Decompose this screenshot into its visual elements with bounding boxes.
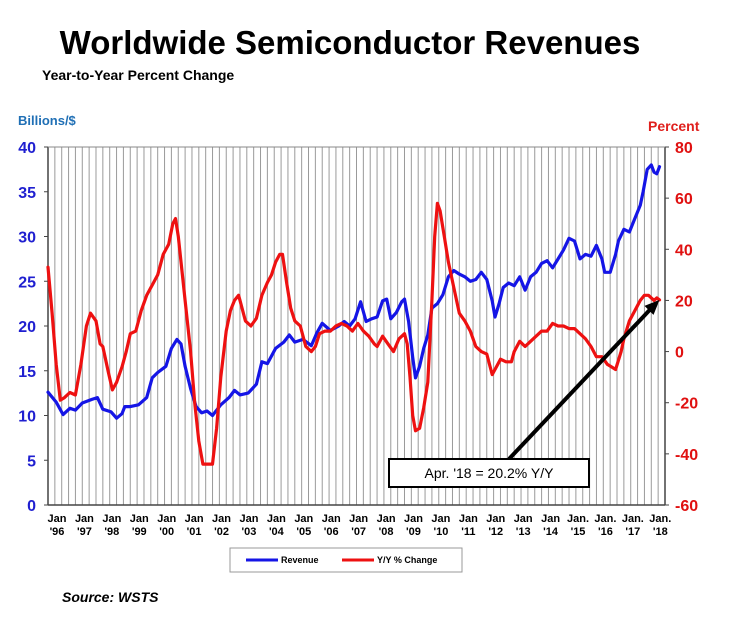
right-tick-label: 80 <box>675 140 693 157</box>
series-lines <box>46 163 662 466</box>
x-tick-label: Jan. <box>622 513 644 525</box>
x-tick-label: '03 <box>242 526 257 538</box>
left-tick-label: 30 <box>18 230 36 247</box>
x-tick-label: '06 <box>324 526 339 538</box>
x-tick-label: '97 <box>77 526 92 538</box>
x-tick-label: '11 <box>461 526 475 538</box>
x-tick-label: '96 <box>50 526 65 538</box>
x-tick-label: Jan <box>377 513 396 525</box>
annotation-arrowhead <box>644 299 660 315</box>
left-axis-ticks: 0 5 10 15 20 25 30 35 40 <box>18 140 48 515</box>
right-axis-label: Percent <box>648 118 700 134</box>
annotation-box <box>388 458 590 488</box>
left-tick-label: 15 <box>18 364 36 381</box>
x-tick-label: Jan <box>322 513 341 525</box>
x-tick-label: '10 <box>433 526 448 538</box>
right-axis-ticks: -60 -40 -20 0 20 40 60 80 <box>665 140 698 515</box>
x-tick-label: Jan <box>239 513 258 525</box>
x-tick-label: Jan <box>48 513 67 525</box>
x-tick-label: Jan <box>267 513 286 525</box>
x-tick-label: Jan <box>514 513 533 525</box>
x-tick-label: Jan <box>157 513 176 525</box>
source-note: Source: WSTS <box>62 589 159 605</box>
x-tick-label: Jan <box>75 513 94 525</box>
x-tick-label: Jan. <box>567 513 589 525</box>
legend: Revenue Y/Y % Change <box>229 547 463 573</box>
left-tick-label: 20 <box>18 319 36 336</box>
annotation: Apr. '18 = 20.2% Y/Y <box>388 299 660 488</box>
right-tick-label: 20 <box>675 293 693 310</box>
right-tick-label: -60 <box>675 498 698 515</box>
x-tick-label: Jan <box>349 513 368 525</box>
annotation-arrow-line <box>507 304 655 461</box>
x-tick-label: Jan. <box>649 513 671 525</box>
right-tick-label: 0 <box>675 345 684 362</box>
right-tick-label: 40 <box>675 242 693 259</box>
x-tick-label: Jan. <box>594 513 616 525</box>
left-axis-label: Billions/$ <box>18 113 76 128</box>
x-tick-label: Jan <box>459 513 478 525</box>
left-tick-label: 0 <box>27 498 36 515</box>
chart-title: Worldwide Semiconductor Revenues <box>59 24 641 61</box>
x-tick-label: '12 <box>488 526 503 538</box>
x-tick-label: Jan <box>185 513 204 525</box>
axes <box>47 146 666 506</box>
left-tick-label: 35 <box>18 185 36 202</box>
right-tick-label: -40 <box>675 447 698 464</box>
x-tick-label: Jan <box>212 513 231 525</box>
x-tick-label: '00 <box>159 526 174 538</box>
x-tick-label: '99 <box>132 526 147 538</box>
left-tick-label: 25 <box>18 274 36 291</box>
x-tick-label: '07 <box>351 526 366 538</box>
x-tick-label: '16 <box>598 526 613 538</box>
x-tick-label: '01 <box>187 526 202 538</box>
yoy-change-line <box>46 201 662 466</box>
x-tick-label: '05 <box>296 526 311 538</box>
chart-subtitle: Year-to-Year Percent Change <box>42 67 235 83</box>
x-tick-label: '17 <box>625 526 640 538</box>
left-tick-label: 10 <box>18 409 36 426</box>
x-tick-label: Jan <box>294 513 313 525</box>
x-tick-label: '14 <box>543 526 559 538</box>
x-tick-label: Jan <box>130 513 149 525</box>
x-tick-label: Jan <box>404 513 423 525</box>
legend-label-revenue: Revenue <box>281 555 319 565</box>
annotation-text: Apr. '18 = 20.2% Y/Y <box>425 465 555 481</box>
x-tick-label: '04 <box>269 526 285 538</box>
x-tick-label: Jan <box>486 513 505 525</box>
x-tick-label: '18 <box>653 526 668 538</box>
right-tick-label: -20 <box>675 396 698 413</box>
x-tick-label: Jan <box>102 513 121 525</box>
x-tick-label: '09 <box>406 526 421 538</box>
legend-label-yoy: Y/Y % Change <box>377 555 437 565</box>
revenue-line <box>46 163 662 420</box>
right-tick-label: 60 <box>675 191 693 208</box>
left-tick-label: 5 <box>27 453 36 470</box>
x-tick-label: '08 <box>379 526 394 538</box>
x-tick-label: '13 <box>516 526 531 538</box>
x-tick-label: Jan <box>431 513 450 525</box>
left-tick-label: 40 <box>18 140 36 157</box>
x-tick-label: '15 <box>571 526 586 538</box>
x-axis-ticks: Jan'96Jan'97Jan'98Jan'99Jan'00Jan'01Jan'… <box>48 513 672 538</box>
x-tick-label: '98 <box>104 526 119 538</box>
x-tick-label: Jan <box>541 513 560 525</box>
x-tick-label: '02 <box>214 526 229 538</box>
